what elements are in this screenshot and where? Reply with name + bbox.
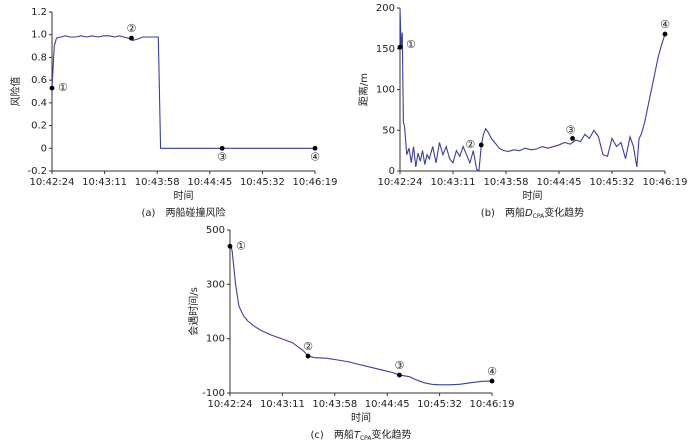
y-tick-label: -0.2 [27,166,47,177]
annotation-point [129,35,134,41]
annotation-point [397,372,402,378]
annotation-point [570,136,575,141]
caption-label: (c) [311,430,324,441]
y-axis-label: 风险值 [9,77,22,107]
data-line [229,244,493,386]
caption-symbol: T [354,430,361,441]
annotation-point [219,145,225,151]
y-tick-label: 0 [389,166,395,177]
caption-text: 两船 [505,206,525,219]
caption: (a) 两船碰撞风险 [142,206,226,219]
annotation-label: ③ [395,359,405,372]
annotation-label: ③ [566,123,576,136]
annotation-label: ① [236,239,246,252]
caption-suffix: 变化趋势 [544,206,584,219]
annotation-point [397,44,403,50]
annotation-label: ① [58,81,68,94]
x-tick-label: 10:42:24 [378,177,423,188]
x-tick-label: 10:45:32 [590,177,635,188]
annotation-point [312,145,318,151]
x-tick-label: 10:46:19 [643,177,688,188]
x-tick-label: 10:45:32 [417,399,462,410]
x-tick-label: 10:43:58 [312,399,357,410]
y-axis-label: 会遇时间/s [187,287,200,336]
caption-label: (b) [481,208,495,219]
annotation-label: ② [303,340,313,353]
caption-symbol: D [525,208,533,219]
y-tick-label: 0.2 [31,121,47,132]
caption-suffix: 变化趋势 [371,428,411,441]
annotation-label: ② [465,138,475,151]
x-tick-label: 10:43:11 [260,399,305,410]
annotation-label: ③ [217,150,227,163]
data-line [399,7,666,173]
x-tick-label: 10:43:11 [431,177,476,188]
data-line [51,35,315,149]
y-tick-label: 150 [376,44,395,55]
y-tick-label: 500 [206,225,225,236]
x-tick-label: 10:45:32 [240,177,285,188]
y-tick-label: 0.6 [31,75,47,86]
x-tick-label: 10:46:19 [293,177,338,188]
annotation-point [305,353,311,359]
x-tick-label: 10:43:58 [135,177,180,188]
annotation-point [662,31,668,37]
y-axis-label: 距离/m [357,73,370,106]
caption-subscript: CPA [533,213,545,220]
caption: (b) 两船DCPA变化趋势 [481,206,584,220]
caption-text: 两船 [334,428,354,441]
x-axis-label: 时间 [351,411,371,424]
annotation-label: ① [406,38,416,51]
annotation-label: ④ [310,150,320,163]
x-tick-label: 10:44:45 [187,177,232,188]
y-tick-label: 100 [376,85,395,96]
x-tick-label: 10:42:24 [30,177,75,188]
annotation-label: ④ [487,365,497,378]
annotation-point [478,142,484,148]
caption-label: (a) [142,208,156,219]
annotation-label: ② [127,22,137,35]
y-tick-label: 300 [206,279,225,290]
x-axis-label: 时间 [523,189,543,202]
y-tick-label: 0.4 [31,98,47,109]
y-tick-label: 100 [206,334,225,345]
annotation-point [489,378,495,384]
x-tick-label: 10:43:11 [82,177,127,188]
y-tick-label: 50 [382,125,395,136]
y-tick-label: 200 [376,3,395,14]
y-tick-label: 0.8 [31,52,47,63]
x-axis-label: 时间 [174,189,194,202]
annotation-point [49,85,55,91]
x-tick-label: 10:46:19 [470,399,515,410]
x-tick-label: 10:44:45 [537,177,582,188]
caption-subscript: CPA [360,435,372,442]
y-tick-label: 1.0 [31,30,47,41]
y-tick-label: 1.2 [31,7,47,18]
x-tick-label: 10:43:58 [484,177,529,188]
y-tick-label: 0 [41,143,47,154]
annotation-label: ④ [660,18,670,31]
y-tick-label: -100 [202,388,225,399]
caption-text: 两船碰撞风险 [165,206,225,219]
x-tick-label: 10:44:45 [365,399,410,410]
annotation-point [227,243,233,249]
x-tick-label: 10:42:24 [208,399,253,410]
caption: (c) 两船TCPA变化趋势 [311,428,412,442]
